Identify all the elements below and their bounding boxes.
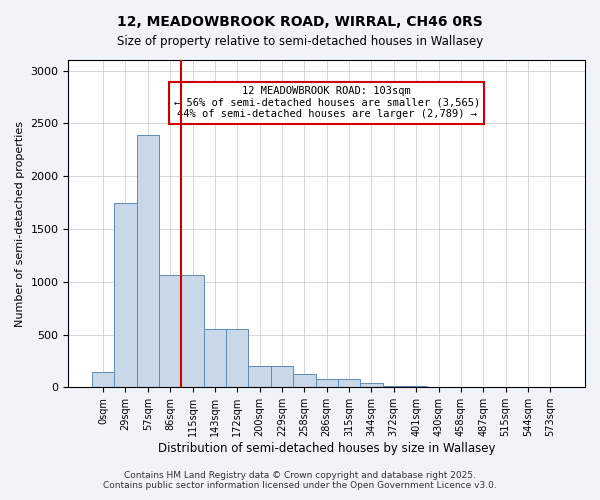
Bar xyxy=(293,374,316,388)
Bar xyxy=(383,386,405,388)
Bar xyxy=(92,372,114,388)
Bar xyxy=(248,366,271,388)
Bar xyxy=(114,202,137,388)
Bar xyxy=(405,386,427,388)
Bar xyxy=(204,330,226,388)
Bar xyxy=(181,276,204,388)
Bar xyxy=(316,379,338,388)
Bar xyxy=(137,135,159,388)
Y-axis label: Number of semi-detached properties: Number of semi-detached properties xyxy=(15,120,25,326)
Text: Contains HM Land Registry data © Crown copyright and database right 2025.
Contai: Contains HM Land Registry data © Crown c… xyxy=(103,470,497,490)
Bar xyxy=(226,330,248,388)
Bar xyxy=(427,387,450,388)
Bar xyxy=(159,276,181,388)
X-axis label: Distribution of semi-detached houses by size in Wallasey: Distribution of semi-detached houses by … xyxy=(158,442,496,455)
Text: 12 MEADOWBROOK ROAD: 103sqm
← 56% of semi-detached houses are smaller (3,565)
44: 12 MEADOWBROOK ROAD: 103sqm ← 56% of sem… xyxy=(173,86,480,120)
Text: 12, MEADOWBROOK ROAD, WIRRAL, CH46 0RS: 12, MEADOWBROOK ROAD, WIRRAL, CH46 0RS xyxy=(117,15,483,29)
Bar xyxy=(271,366,293,388)
Text: Size of property relative to semi-detached houses in Wallasey: Size of property relative to semi-detach… xyxy=(117,35,483,48)
Bar xyxy=(338,379,360,388)
Bar xyxy=(360,383,383,388)
